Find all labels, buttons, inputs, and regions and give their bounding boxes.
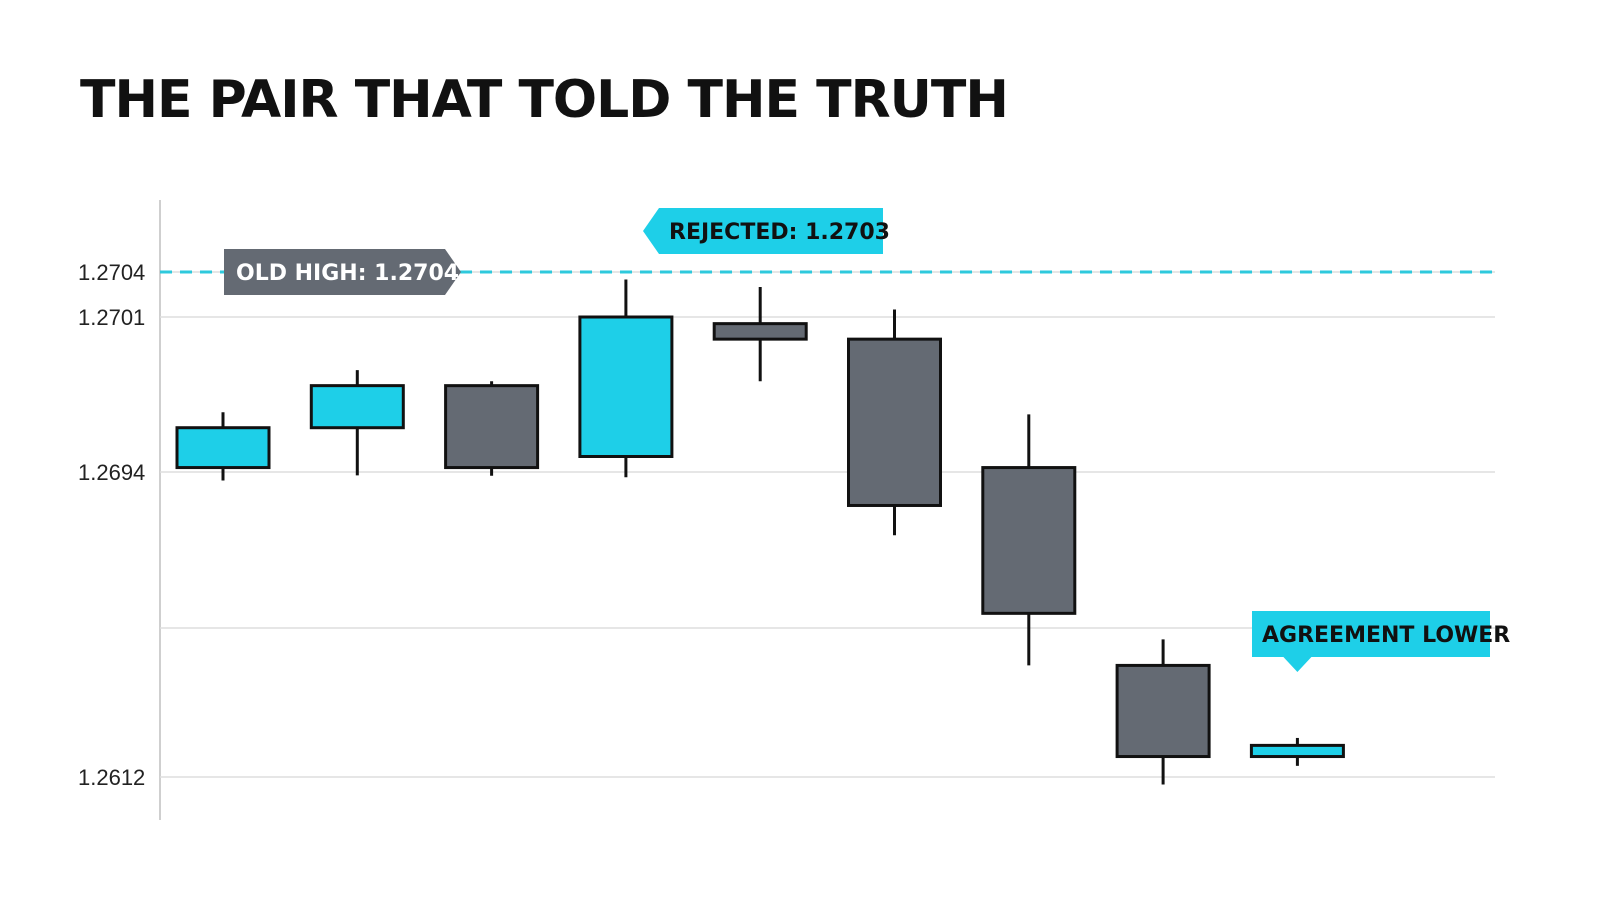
candle-body	[309, 384, 405, 430]
callout-layer: OLD HIGH: 1.2704 REJECTED: 1.2703 AGREEMEN…	[224, 208, 1510, 672]
candle	[712, 287, 808, 382]
callout-agreement-lower: AGREEMENT LOWER	[1252, 611, 1510, 672]
callout-rejected: REJECTED: 1.2703	[643, 208, 890, 254]
candle-body	[847, 337, 942, 507]
candle-body	[578, 315, 674, 458]
candle-body	[444, 384, 540, 470]
candle-body	[981, 466, 1077, 615]
chart-title: THE PAIR THAT TOLD THE TRUTH	[80, 70, 1009, 130]
candle-body	[1115, 663, 1211, 759]
y-axis-ticks: 1.2704 1.2701 1.2694 1.2612	[78, 260, 145, 790]
candle	[578, 279, 674, 478]
candle	[847, 309, 942, 536]
candle	[444, 381, 540, 476]
y-tick-label: 1.2704	[78, 260, 145, 285]
y-tick-label: 1.2612	[78, 765, 145, 790]
y-tick-label: 1.2701	[78, 305, 145, 330]
candle	[1249, 737, 1345, 766]
candle	[981, 414, 1077, 666]
candle-body	[1249, 743, 1345, 759]
callout-agreement-lower-label: AGREEMENT LOWER	[1262, 623, 1510, 648]
callout-old-high-label: OLD HIGH: 1.2704	[236, 261, 459, 286]
candle-body	[175, 426, 271, 470]
candle	[1115, 639, 1211, 785]
callout-old-high: OLD HIGH: 1.2704	[224, 249, 461, 295]
candles-layer	[175, 279, 1345, 785]
candle	[175, 412, 271, 481]
candle-body	[712, 322, 808, 341]
callout-rejected-label: REJECTED: 1.2703	[669, 220, 890, 245]
candle	[309, 370, 405, 476]
y-tick-label: 1.2694	[78, 460, 145, 485]
